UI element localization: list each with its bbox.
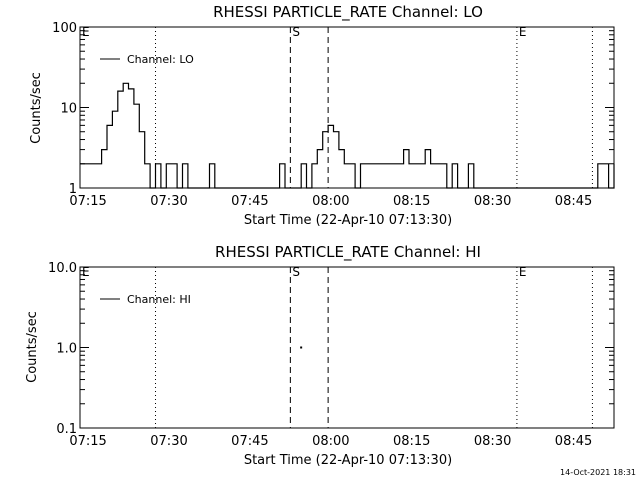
- y-tick-label: 10: [60, 102, 77, 117]
- x-tick-label: 08:15: [393, 434, 430, 449]
- panel-lo: RHESSI PARTICLE_RATE Channel: LO Start T…: [29, 3, 615, 228]
- y-tick-label: 1: [69, 182, 77, 197]
- marker-label: E: [519, 265, 527, 279]
- legend-label: Channel: LO: [127, 53, 194, 66]
- marker-label: S: [292, 265, 300, 279]
- series-line: [80, 82, 615, 189]
- marker-label: E: [519, 25, 527, 39]
- chart-title: RHESSI PARTICLE_RATE Channel: HI: [215, 243, 481, 262]
- x-tick-label: 08:30: [474, 194, 511, 209]
- x-tick-label: 08:45: [555, 434, 592, 449]
- marker-label: E: [82, 265, 90, 279]
- y-tick-label: 0.1: [56, 422, 77, 437]
- x-tick-label: 08:00: [312, 194, 349, 209]
- x-tick-label: 07:30: [150, 434, 187, 449]
- x-tick-label: 08:30: [474, 434, 511, 449]
- x-tick-label: 07:45: [231, 434, 268, 449]
- y-axis-label: Counts/sec: [29, 72, 44, 144]
- x-axis-label: Start Time (22-Apr-10 07:13:30): [244, 453, 452, 468]
- y-tick-label: 100: [52, 21, 77, 36]
- x-axis-label: Start Time (22-Apr-10 07:13:30): [244, 213, 452, 228]
- y-axis-label: Counts/sec: [25, 311, 40, 383]
- x-tick-label: 07:15: [69, 194, 106, 209]
- chart-title: RHESSI PARTICLE_RATE Channel: LO: [213, 3, 483, 22]
- x-tick-label: 07:15: [69, 434, 106, 449]
- panel-hi: RHESSI PARTICLE_RATE Channel: HI Start T…: [25, 243, 615, 468]
- x-tick-label: 07:45: [231, 194, 268, 209]
- marker-label: E: [82, 25, 90, 39]
- x-tick-label: 08:15: [393, 194, 430, 209]
- y-tick-label: 10.0: [48, 261, 77, 276]
- x-tick-label: 08:00: [312, 434, 349, 449]
- plot-frame: [79, 266, 615, 429]
- marker-label: S: [292, 25, 300, 39]
- data-point: [300, 346, 303, 349]
- timestamp: 14-Oct-2021 18:31: [560, 468, 636, 477]
- x-tick-label: 07:30: [150, 194, 187, 209]
- y-tick-label: 1.0: [56, 342, 77, 357]
- x-tick-label: 08:45: [555, 194, 592, 209]
- legend-label: Channel: HI: [127, 293, 191, 306]
